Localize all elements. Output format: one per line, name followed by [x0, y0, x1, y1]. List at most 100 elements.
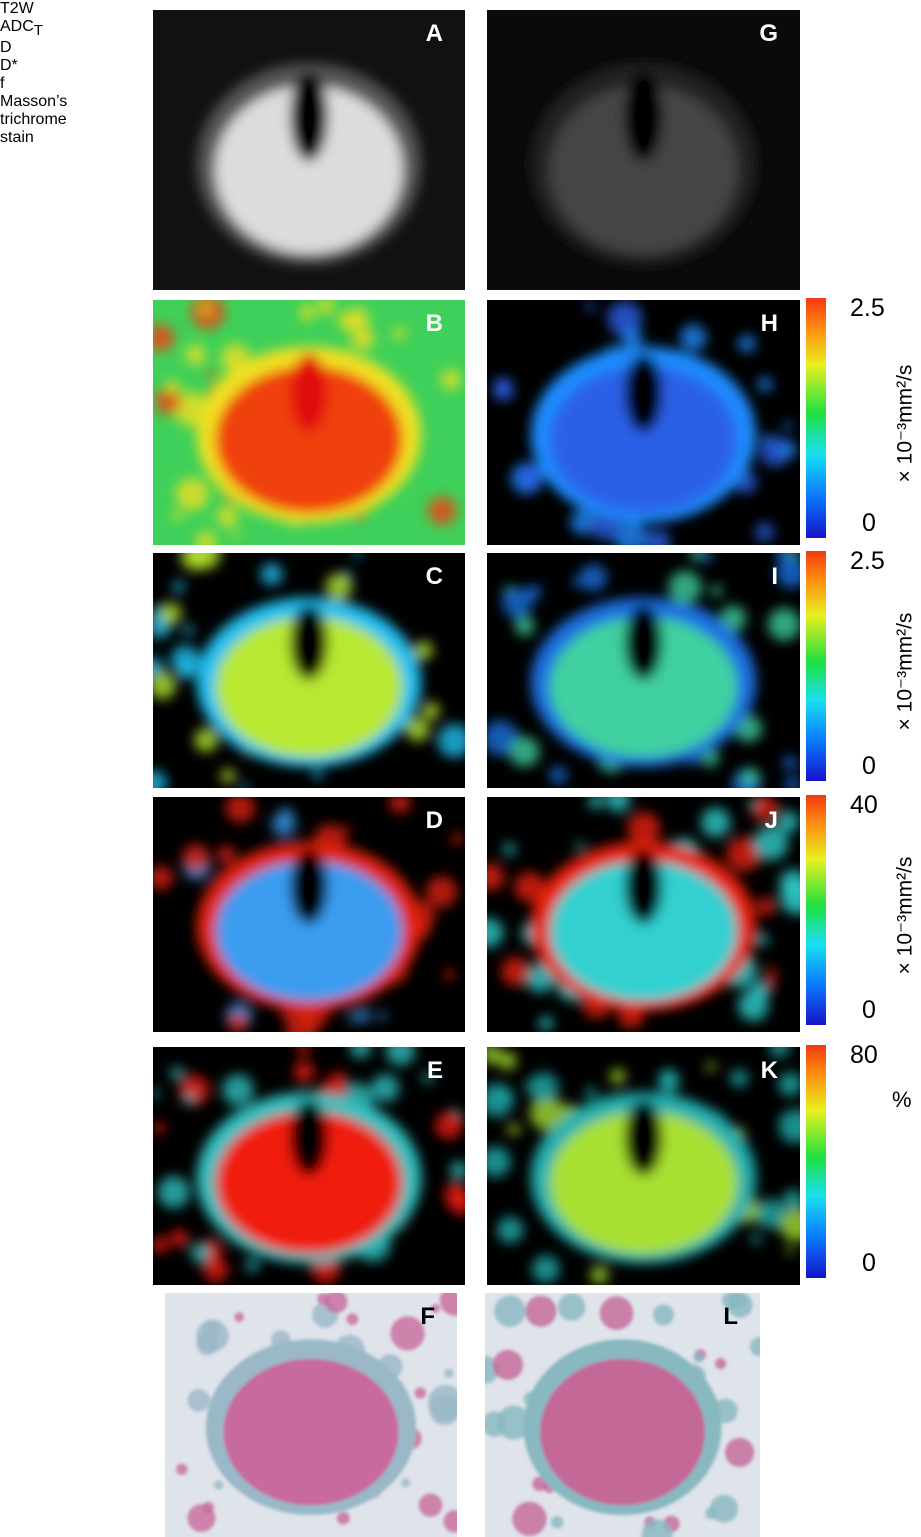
row-label-line: Masson’s [0, 93, 68, 111]
speckle [709, 1494, 739, 1523]
speckle [196, 1319, 229, 1353]
speckle [271, 811, 296, 837]
speckle [706, 1061, 716, 1072]
panel-letter: E [426, 1057, 443, 1084]
speckle [437, 723, 472, 758]
image [482, 545, 807, 799]
speckle [570, 509, 595, 535]
colorbar-max-label: 40 [850, 791, 878, 819]
speckle [444, 1368, 454, 1378]
speckle [701, 748, 720, 767]
speckle [480, 1083, 514, 1117]
speckle [431, 1303, 441, 1313]
row-label-line: trichrome [0, 111, 67, 129]
speckle [449, 1161, 469, 1180]
panel-letter: K [760, 1057, 778, 1084]
speckle [148, 671, 177, 700]
speckle [389, 792, 411, 814]
speckle [575, 841, 584, 850]
speckle [514, 615, 535, 637]
speckle [507, 1123, 520, 1136]
speckle [346, 1313, 359, 1326]
speckle [213, 1480, 224, 1490]
speckle [170, 644, 200, 675]
speckle [405, 717, 430, 742]
speckle [393, 327, 406, 340]
image-panel: H [487, 300, 800, 556]
speckle [260, 562, 283, 586]
panel-letter: L [723, 1303, 738, 1330]
speckle [751, 794, 778, 822]
speckle [151, 1236, 169, 1254]
speckle [516, 465, 542, 490]
speckle [175, 477, 209, 511]
speckle [338, 311, 358, 331]
speckle [176, 1463, 188, 1475]
speckle [782, 1189, 805, 1211]
speckle [514, 871, 545, 903]
speckle [440, 369, 462, 390]
row-label-subscript: T [33, 22, 43, 40]
image-content [196, 63, 422, 265]
speckle [693, 1351, 705, 1363]
speckle [755, 1199, 786, 1229]
panel-letter: B [425, 310, 443, 337]
hilum [624, 1099, 663, 1176]
image-content [146, 295, 462, 552]
speckle [532, 1476, 547, 1492]
row-label: Masson’s trichrome stain [0, 93, 921, 147]
speckle [726, 837, 761, 872]
speckle [341, 826, 351, 835]
speckle [498, 1051, 517, 1071]
colorbar-min-label: 0 [862, 996, 876, 1024]
speckle [185, 344, 206, 366]
speckle [154, 387, 182, 415]
hilum [290, 1099, 328, 1176]
speckle [492, 1349, 524, 1380]
speckle [216, 845, 236, 865]
speckle [756, 933, 769, 946]
colorbar [806, 1045, 826, 1278]
speckle [157, 1175, 190, 1209]
image-content [150, 1035, 474, 1284]
speckle [153, 1121, 166, 1134]
image [487, 300, 800, 556]
image [148, 792, 465, 1044]
row-label-line: stain [0, 129, 34, 147]
speckle [232, 530, 241, 539]
speckle [481, 1044, 502, 1065]
speckle [496, 1216, 524, 1244]
speckle [701, 550, 714, 563]
speckle [435, 1111, 463, 1140]
speckle [609, 1068, 626, 1085]
image-panel: L [471, 1291, 770, 1537]
image-panel: E [150, 1035, 474, 1285]
speckle [281, 807, 293, 819]
speckle [293, 1061, 315, 1083]
speckle [425, 876, 458, 908]
speckle [170, 1066, 184, 1080]
organ-inner [215, 1111, 403, 1255]
speckle [782, 421, 792, 431]
hilum [624, 71, 663, 162]
speckle [756, 897, 775, 916]
speckle [377, 1011, 387, 1021]
speckle [525, 1295, 557, 1327]
speckle [330, 1071, 346, 1087]
colorbar [806, 795, 826, 1025]
speckle [531, 1255, 560, 1284]
panel-letter: D [425, 807, 443, 834]
speckle [206, 370, 216, 379]
speckle [150, 1088, 160, 1098]
hilum [290, 604, 328, 680]
image-content [479, 1037, 813, 1285]
row-label: ADCT [0, 18, 921, 39]
speckle [585, 1086, 597, 1099]
speckle [715, 1358, 727, 1370]
panel-letter: J [764, 807, 778, 834]
speckle [390, 1316, 425, 1351]
speckle [579, 563, 608, 592]
speckle [444, 969, 455, 981]
organ-inner [549, 85, 738, 254]
row-label-text: ADC [0, 18, 34, 35]
